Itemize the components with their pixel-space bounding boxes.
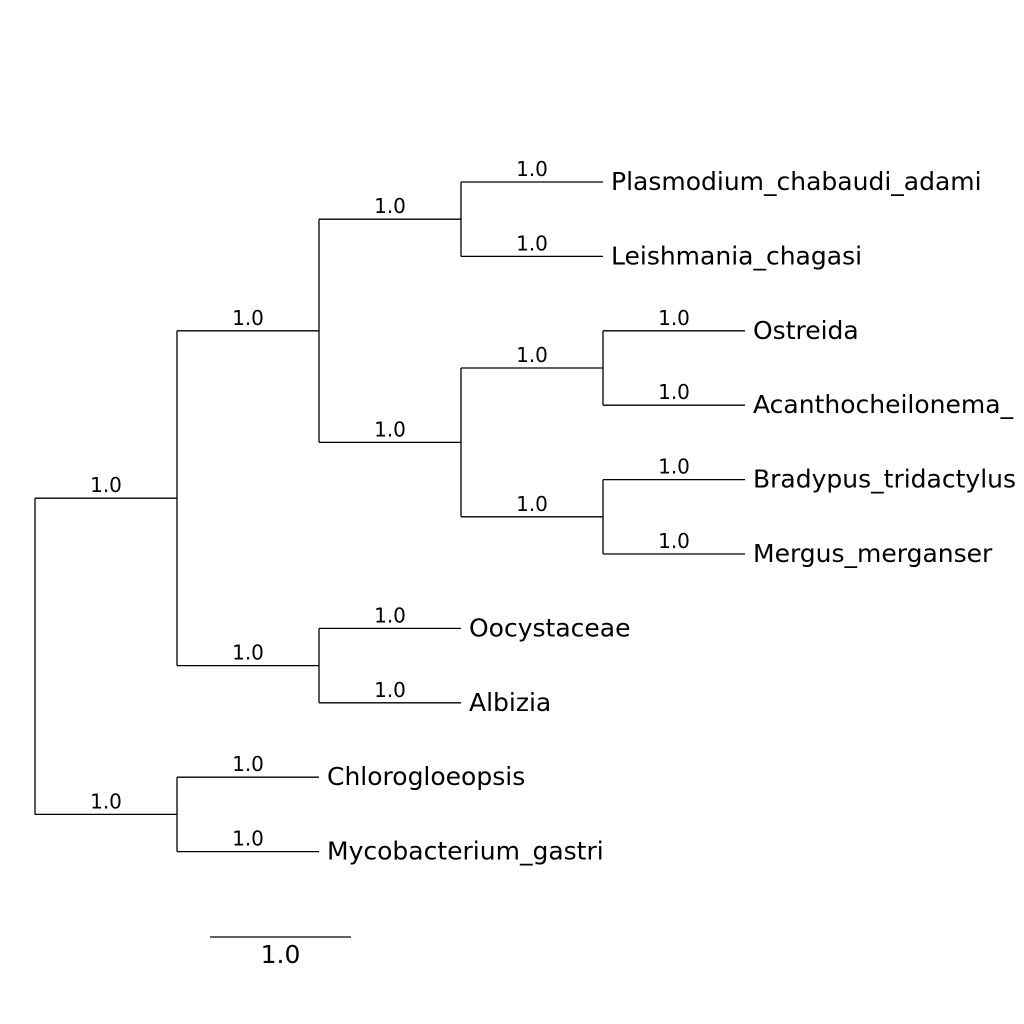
support-value: 1.0 [516, 492, 548, 516]
taxon-label: Plasmodium_chabaudi_adami [611, 167, 982, 196]
support-value: 1.0 [232, 306, 264, 330]
support-value: 1.0 [658, 306, 690, 330]
support-value: 1.0 [658, 380, 690, 404]
support-value: 1.0 [232, 827, 264, 851]
support-value: 1.0 [232, 752, 264, 776]
support-value: 1.0 [374, 194, 406, 218]
support-value: 1.0 [516, 343, 548, 367]
taxon-label: Leishmania_chagasi [611, 241, 862, 270]
taxon-label: Chlorogloeopsis [327, 762, 525, 791]
support-value: 1.0 [232, 641, 264, 665]
taxon-label: Oocystaceae [469, 613, 631, 642]
support-value: 1.0 [374, 417, 406, 441]
support-value: 1.0 [374, 678, 406, 702]
scale-bar: 1.0 [210, 936, 351, 969]
support-value: 1.0 [374, 603, 406, 627]
support-value: 1.0 [516, 231, 548, 255]
taxon-label: Mycobacterium_gastri [327, 837, 604, 866]
taxon-label: Mergus_merganser [753, 539, 993, 568]
taxon-label: Bradypus_tridactylus [753, 465, 1016, 494]
tree-branches [34, 181, 745, 853]
tree-labels: 1.0 1.0 1.0 1.0 Plasmodium_chabaudi_adami 1.0… [90, 157, 1016, 866]
taxon-label: Acanthocheilonema_ [753, 390, 1014, 419]
support-value: 1.0 [658, 455, 690, 479]
support-value: 1.0 [90, 473, 122, 497]
scale-bar-label: 1.0 [261, 940, 301, 969]
taxon-label: Ostreida [753, 316, 859, 345]
support-value: 1.0 [90, 789, 122, 813]
taxon-label: Albizia [469, 688, 551, 717]
support-value: 1.0 [658, 529, 690, 553]
support-value: 1.0 [516, 157, 548, 181]
